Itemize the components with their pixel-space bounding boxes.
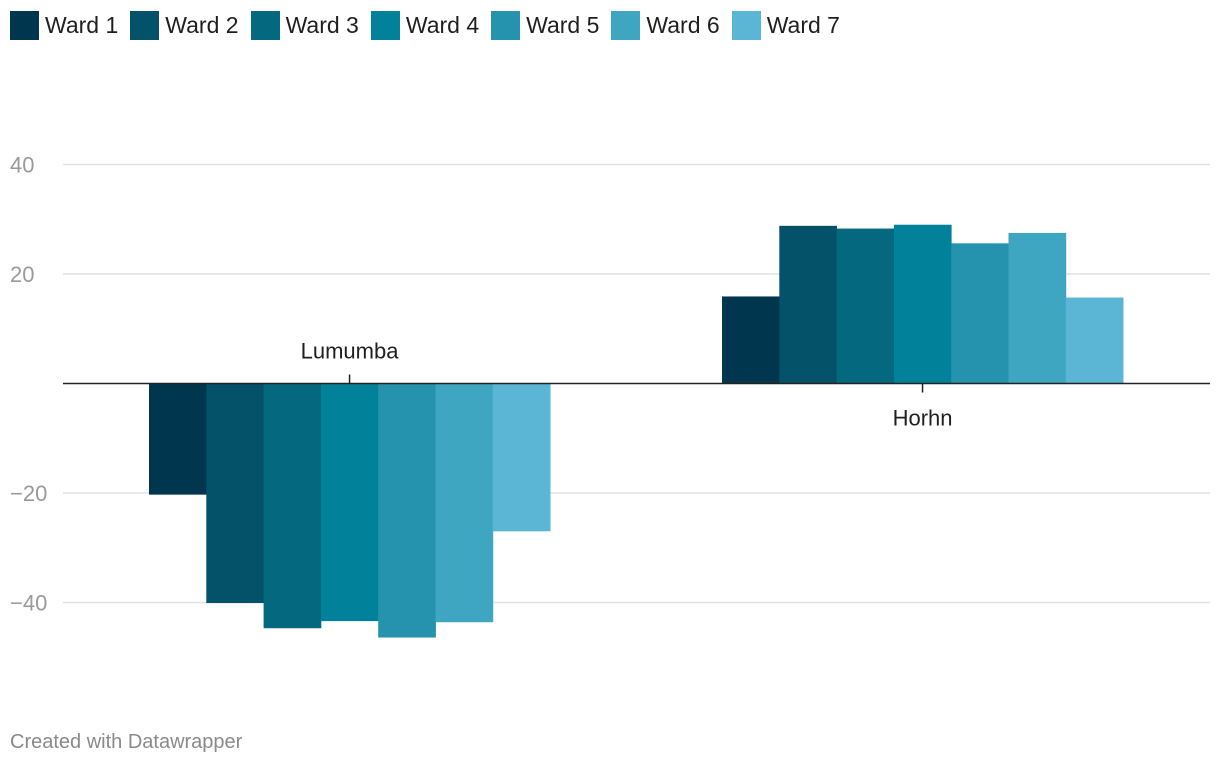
legend-label: Ward 3 (285, 12, 359, 38)
bar (1065, 297, 1124, 384)
legend-item-ward-6: Ward 6 (611, 11, 720, 40)
legend-label: Ward 7 (766, 12, 840, 38)
bar (836, 228, 895, 384)
legend-item-ward-3: Ward 3 (250, 11, 359, 40)
bar (722, 296, 780, 384)
legend-item-ward-2: Ward 2 (130, 11, 239, 40)
legend-label: Ward 2 (165, 12, 239, 38)
bar (492, 383, 551, 532)
legend-swatch (370, 11, 400, 40)
legend-item-ward-5: Ward 5 (491, 11, 599, 40)
bar (951, 243, 1009, 384)
y-tick-label: −40 (10, 591, 47, 616)
legend-label: Ward 1 (45, 12, 119, 38)
bar (779, 225, 837, 384)
legend-swatch (731, 11, 761, 40)
legend-swatch (491, 11, 521, 40)
bar (378, 383, 436, 638)
bar (320, 383, 379, 622)
bar (263, 383, 322, 629)
legend-swatch (130, 11, 160, 40)
legend-label: Ward 6 (646, 12, 720, 38)
legend-item-ward-7: Ward 7 (731, 11, 840, 40)
y-tick-label: −20 (10, 481, 47, 506)
legend-swatch (611, 11, 641, 40)
y-tick-label: 40 (10, 153, 34, 178)
bar (206, 383, 264, 604)
bar (1008, 232, 1067, 384)
legend-label: Ward 5 (526, 12, 600, 38)
y-tick-label: 20 (10, 262, 34, 287)
chart-footer: Created with Datawrapper (10, 731, 243, 753)
category-label: Lumumba (301, 339, 400, 364)
legend-item-ward-4: Ward 4 (370, 11, 480, 40)
chart-legend: Ward 1 Ward 2 Ward 3 Ward 4 Ward 5 Ward … (10, 11, 852, 40)
bar (435, 383, 494, 623)
category-label: Horhn (893, 406, 953, 431)
legend-swatch (250, 11, 280, 40)
bar (149, 383, 207, 495)
bar (893, 224, 952, 384)
legend-swatch (10, 11, 39, 40)
legend-label: Ward 4 (405, 12, 480, 38)
legend-item-ward-1: Ward 1 (10, 11, 118, 40)
